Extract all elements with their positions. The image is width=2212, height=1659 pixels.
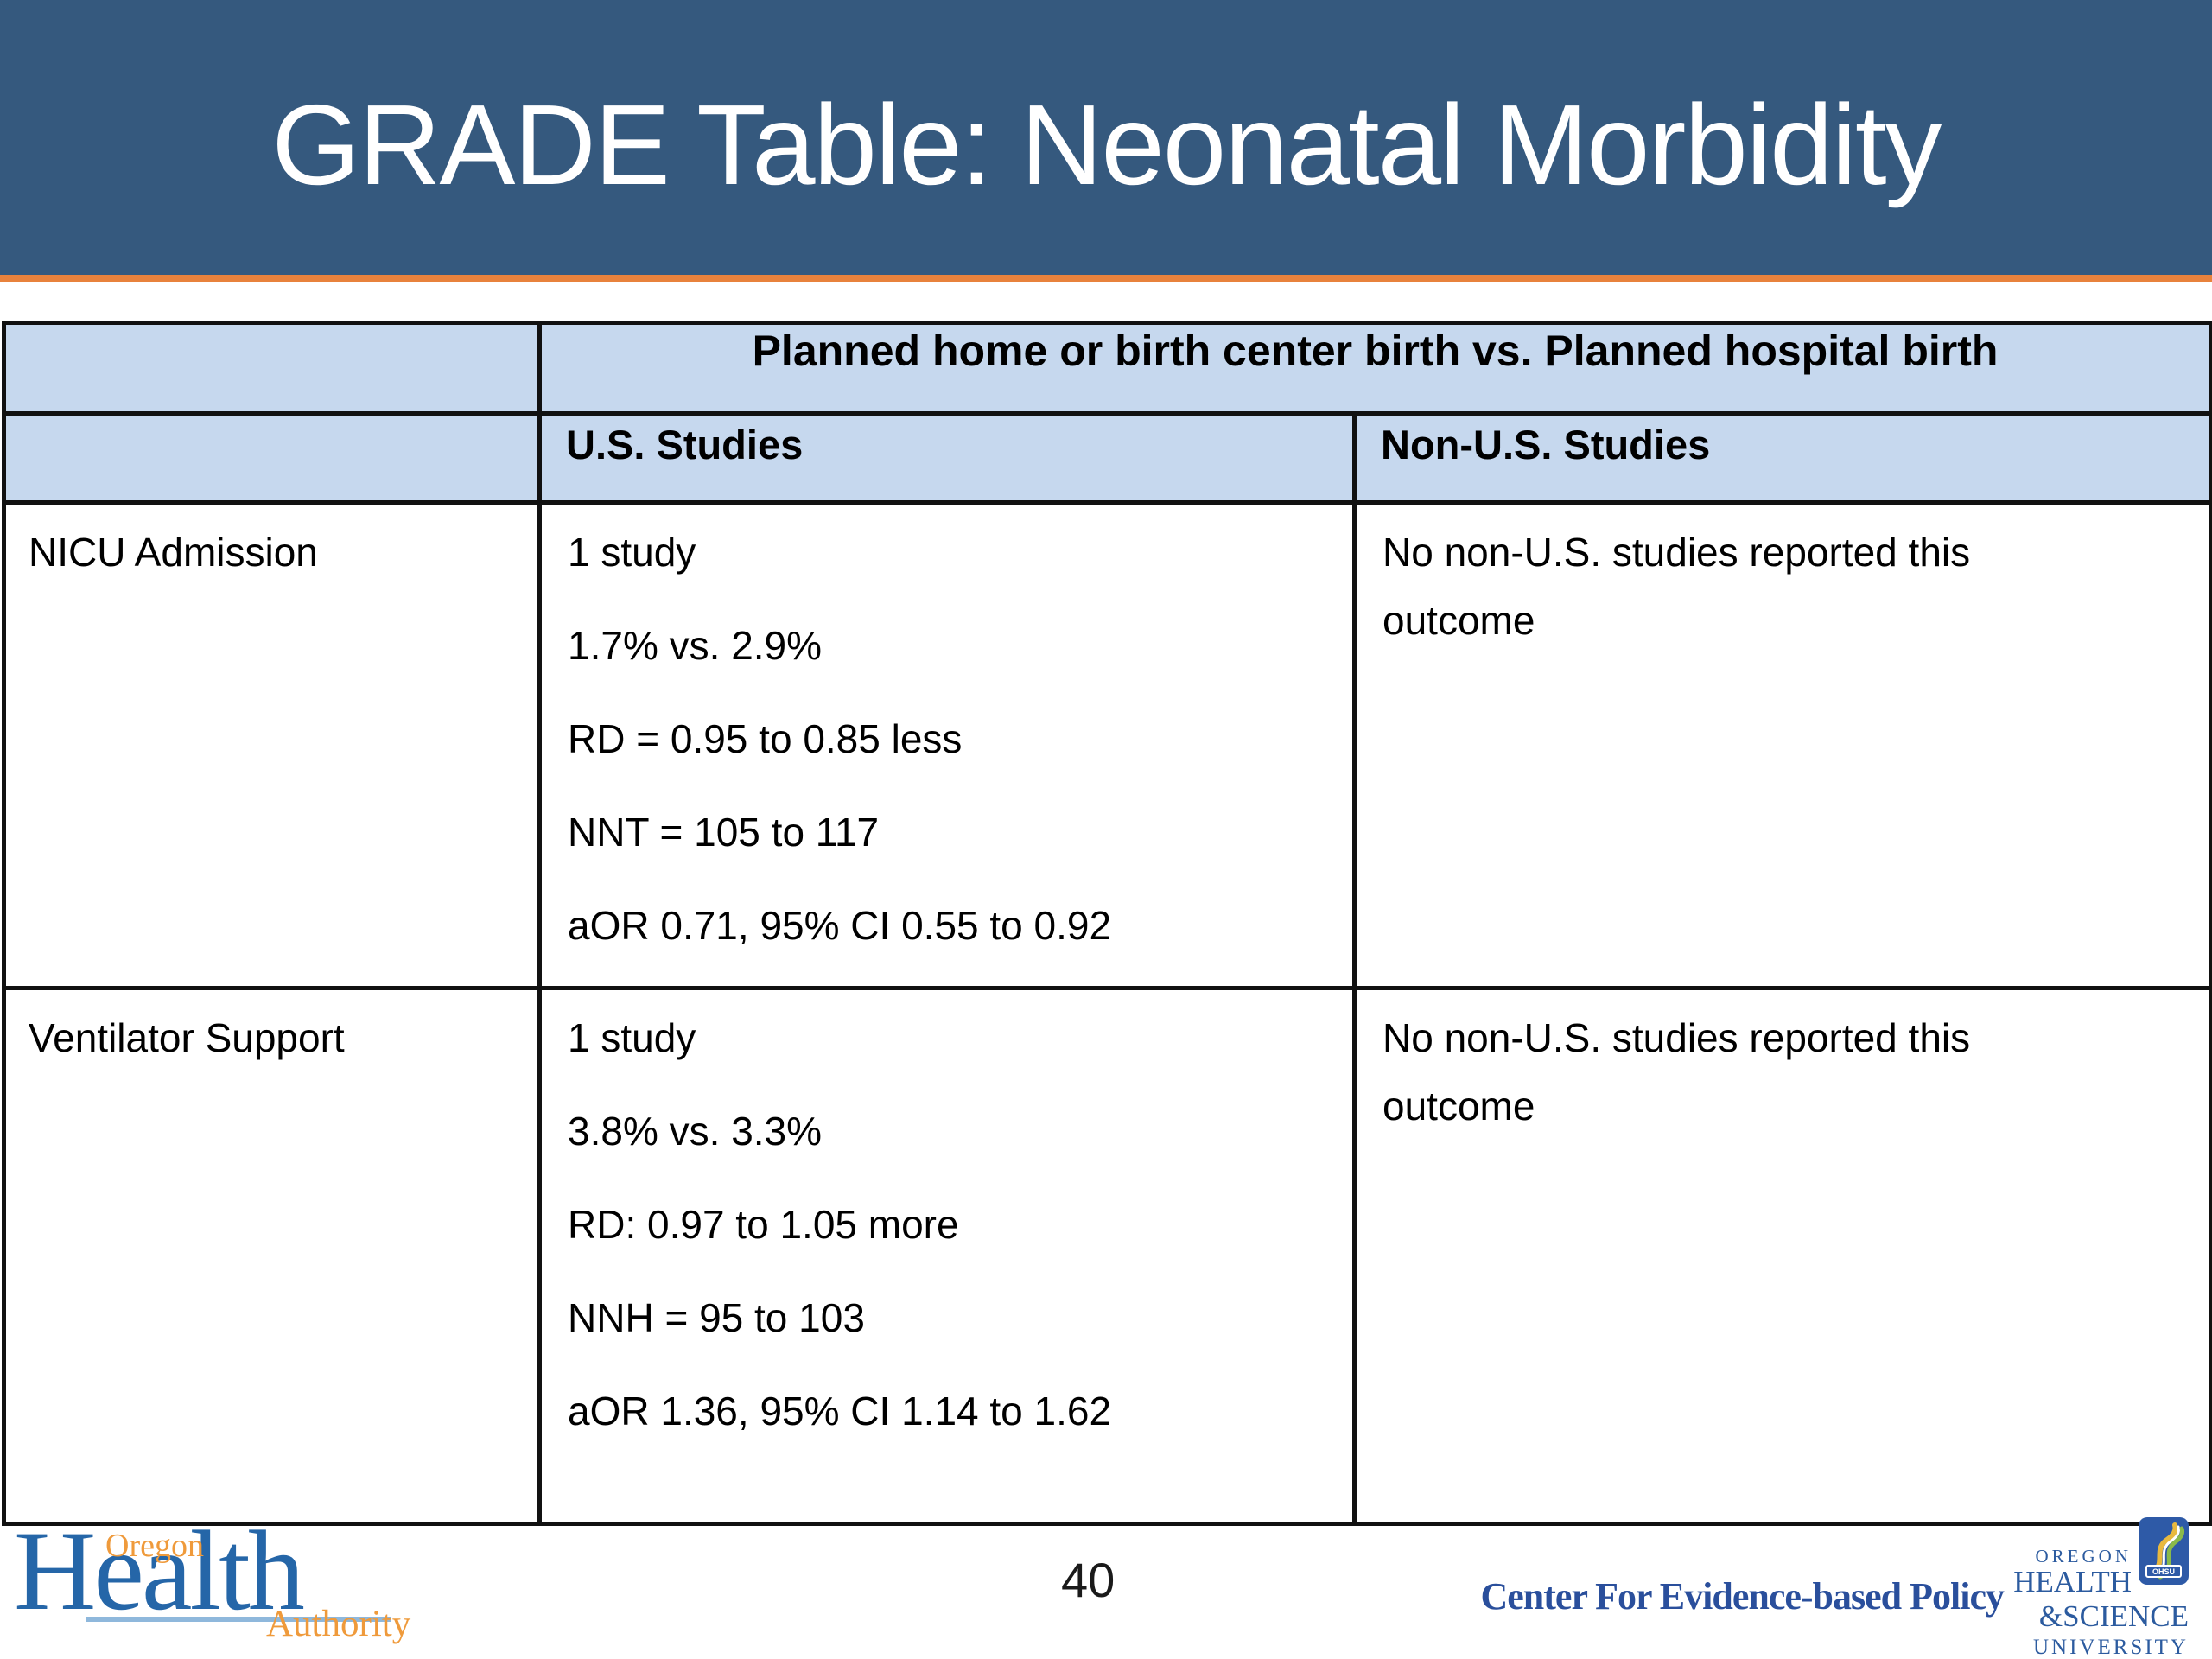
non-us-studies-cell: No non-U.S. studies reported this outcom… — [1351, 985, 2212, 1526]
non-us-note: No non-U.S. studies reported this outcom… — [1382, 1014, 1971, 1128]
non-us-studies-cell: No non-U.S. studies reported this outcom… — [1351, 500, 2212, 990]
stat-line: RD: 0.97 to 1.05 more — [568, 1201, 959, 1247]
stat-line: 3.8% vs. 3.3% — [568, 1108, 823, 1154]
oregon-health-authority-logo: Health Oregon Authority — [0, 1512, 449, 1659]
table-header-row-comparison: Planned home or birth center birth vs. P… — [2, 321, 2212, 416]
ohsu-badge-icon: OHSU — [2139, 1517, 2189, 1585]
ohsu-logo: OREGON HEALTH OHSU &SCIENCE UNIVERSITY — [2013, 1517, 2189, 1659]
outcome-label: NICU Admission — [29, 530, 318, 575]
outcome-cell: NICU Admission — [2, 500, 542, 990]
page-number: 40 — [1061, 1553, 1116, 1607]
table-header-row-columns: U.S. Studies Non-U.S. Studies — [2, 411, 2212, 505]
oha-logo-health-text: Health — [14, 1507, 305, 1634]
non-us-note: No non-U.S. studies reported this outcom… — [1382, 530, 1971, 644]
ohsu-science-text: &SCIENCE — [2038, 1599, 2189, 1633]
grade-table: Planned home or birth center birth vs. P… — [2, 321, 2212, 1526]
outcome-label: Ventilator Support — [29, 1014, 345, 1060]
orange-rule-divider — [0, 275, 2212, 282]
ohsu-oregon-text: OREGON — [2035, 1546, 2132, 1567]
empty-header-cell — [2, 321, 542, 416]
empty-header-cell — [2, 411, 542, 505]
stat-line: aOR 0.71, 95% CI 0.55 to 0.92 — [568, 903, 1112, 949]
oha-logo-oregon-text: Oregon — [105, 1528, 204, 1564]
ohsu-logo-top-row: OREGON HEALTH OHSU — [2013, 1517, 2189, 1599]
comparison-header-cell: Planned home or birth center birth vs. P… — [537, 321, 2212, 416]
title-band: GRADE Table: Neonatal Morbidity — [0, 0, 2212, 275]
stat-line: NNT = 105 to 117 — [568, 810, 880, 855]
page-title: GRADE Table: Neonatal Morbidity — [271, 81, 1942, 208]
us-studies-cell: 1 study 1.7% vs. 2.9% RD = 0.95 to 0.85 … — [537, 500, 1357, 990]
ohsu-university-text: UNIVERSITY — [2033, 1635, 2189, 1659]
stat-line: NNH = 95 to 103 — [568, 1294, 865, 1340]
stat-line: aOR 1.36, 95% CI 1.14 to 1.62 — [568, 1388, 1112, 1433]
stat-line: 1 study — [568, 1014, 696, 1060]
stat-line: 1 study — [568, 530, 696, 575]
ohsu-health-text: HEALTH — [2013, 1565, 2132, 1599]
outcome-cell: Ventilator Support — [2, 985, 542, 1526]
ohsu-logo-text-column: OREGON HEALTH — [2013, 1517, 2132, 1599]
us-studies-header-cell: U.S. Studies — [537, 411, 1357, 505]
oha-logo-underline — [86, 1617, 391, 1622]
us-studies-cell: 1 study 3.8% vs. 3.3% RD: 0.97 to 1.05 m… — [537, 985, 1357, 1526]
ohsu-badge-text: OHSU — [2152, 1567, 2175, 1576]
table-row: NICU Admission 1 study 1.7% vs. 2.9% RD … — [2, 500, 2212, 990]
oha-logo-authority-text: Authority — [266, 1604, 411, 1644]
table-row: Ventilator Support 1 study 3.8% vs. 3.3%… — [2, 985, 2212, 1526]
stat-line: 1.7% vs. 2.9% — [568, 623, 823, 669]
center-for-evidence-based-policy-label: Center For Evidence-based Policy — [1480, 1575, 2005, 1618]
non-us-studies-header-cell: Non-U.S. Studies — [1351, 411, 2212, 505]
stat-line: RD = 0.95 to 0.85 less — [568, 716, 963, 762]
